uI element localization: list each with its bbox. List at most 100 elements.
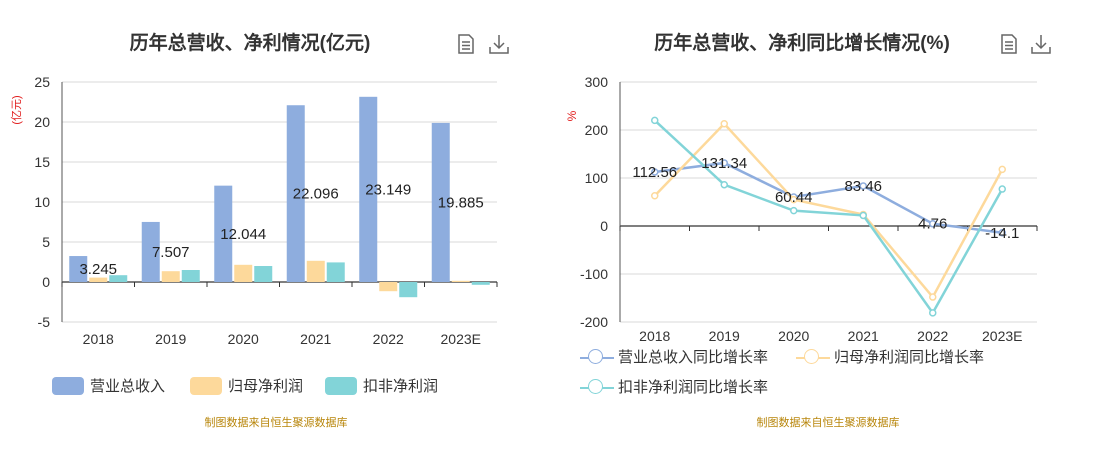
x-tick-label: 2020: [778, 328, 809, 344]
revenue-profit-bar-chart: (亿元) -5 0 5 10 15 20 25 2018 2019 2020 2021 2022 2023…: [10, 74, 498, 347]
data-point: [651, 116, 659, 125]
chart-title: 历年总营收、净利同比增长情况(%): [654, 33, 950, 54]
revenue-profit-panel: 历年总营收、净利情况(亿元) (亿元) -5 0 5 10 15 20 25 2018 2019 2…: [0, 0, 552, 450]
data-label: 3.245: [79, 261, 117, 278]
legend-marker-deducted-profit-growth: [580, 378, 614, 396]
data-point: [720, 180, 728, 189]
data-label: 12.044: [220, 226, 266, 243]
legend-label: 归母净利润: [228, 378, 304, 395]
bar: [214, 185, 233, 282]
data-point: [720, 159, 728, 167]
bar: [141, 221, 160, 282]
download-icon[interactable]: [488, 33, 510, 55]
x-tick-label: 2021: [848, 328, 879, 344]
data-label: 22.096: [293, 186, 339, 203]
x-tick-label: 2019: [155, 331, 186, 347]
document-icon[interactable]: [455, 33, 477, 55]
legend-item-parent-profit[interactable]: 归母净利润: [190, 375, 303, 396]
data-point: [929, 293, 937, 301]
series-line: [653, 121, 1004, 300]
x-tick-label: 2019: [709, 328, 740, 344]
bar: [181, 270, 200, 282]
data-point: [651, 168, 659, 176]
legend-label: 扣非净利润同比增长率: [618, 379, 769, 396]
x-tick-label: 2021: [300, 331, 331, 347]
y-tick-label: 15: [34, 154, 50, 170]
growth-rate-panel: 历年总营收、净利同比增长情况(%) % -200 -100 0 100 200 300 201…: [552, 0, 1104, 450]
data-label: -14.1: [985, 225, 1019, 242]
y-tick-label: 5: [42, 234, 50, 250]
bar: [69, 256, 88, 282]
bar: [359, 96, 378, 282]
series-line: [654, 161, 1003, 235]
data-label: 4.76: [918, 216, 947, 233]
document-icon[interactable]: [998, 33, 1020, 55]
data-point: [929, 219, 937, 228]
data-point: [859, 182, 867, 190]
y-axis-unit-label: %: [565, 110, 579, 121]
data-label: 23.149: [365, 181, 411, 198]
data-point: [790, 206, 798, 215]
data-point: [790, 195, 798, 204]
download-icon[interactable]: [1030, 33, 1052, 55]
data-label: 131.34: [701, 155, 747, 172]
legend-swatch-parent-profit: [190, 376, 222, 395]
bar: [89, 277, 108, 282]
legend-label: 扣非净利润: [363, 378, 439, 395]
y-tick-label: 20: [34, 114, 50, 130]
data-label: 112.56: [632, 164, 677, 181]
y-tick-label: 25: [34, 74, 50, 90]
legend-item-deducted-profit-growth[interactable]: 扣非净利润同比增长率: [580, 376, 768, 397]
x-tick-label: 2022: [373, 331, 404, 347]
legend-label: 营业总收入同比增长率: [618, 349, 769, 366]
y-tick-label: 100: [585, 170, 609, 186]
y-tick-label: -200: [580, 314, 608, 330]
legend-marker-revenue-growth: [580, 348, 614, 366]
y-tick-label: 200: [585, 122, 609, 138]
x-tick-label: 2023E: [441, 331, 481, 347]
legend-label: 营业总收入: [90, 378, 166, 395]
data-label: 19.885: [438, 194, 484, 211]
data-label: 60.44: [775, 189, 813, 206]
bar: [306, 260, 325, 282]
legend-item-deducted-profit[interactable]: 扣非净利润: [325, 375, 438, 396]
legend-swatch-revenue: [52, 376, 84, 395]
data-point: [998, 229, 1006, 237]
series-line: [653, 119, 1004, 316]
x-tick-label: 2018: [83, 331, 114, 347]
data-label: 7.507: [152, 244, 190, 261]
y-tick-label: -5: [38, 314, 51, 330]
data-source-note: 制图数据来自恒生聚源数据库: [204, 417, 348, 429]
data-source-note: 制图数据来自恒生聚源数据库: [756, 417, 900, 429]
data-label: 83.46: [844, 178, 882, 195]
bar: [286, 105, 305, 282]
data-point: [998, 185, 1006, 193]
y-tick-label: 0: [600, 218, 608, 234]
bar: [379, 282, 398, 292]
bar: [161, 271, 180, 282]
legend-label: 归母净利润同比增长率: [834, 349, 985, 366]
x-tick-label: 2018: [639, 328, 670, 344]
bar: [326, 262, 345, 282]
bar: [399, 282, 418, 298]
y-tick-label: 10: [34, 194, 50, 210]
x-tick-label: 2020: [228, 331, 259, 347]
legend-item-revenue-growth[interactable]: 营业总收入同比增长率: [580, 346, 768, 367]
chart-title: 历年总营收、净利情况(亿元): [129, 33, 371, 54]
y-tick-label: -100: [580, 266, 608, 282]
growth-rate-line-chart: % -200 -100 0 100 200 300 2018 2019 2020 2021 2022 2…: [565, 74, 1038, 344]
legend-item-revenue[interactable]: 营业总收入: [52, 375, 165, 396]
bar: [254, 266, 273, 282]
data-point: [651, 192, 659, 200]
data-point: [720, 120, 728, 128]
legend-swatch-deducted-profit: [325, 376, 357, 395]
data-point: [859, 211, 867, 220]
y-axis-unit-label: (亿元): [10, 95, 23, 124]
legend-marker-parent-profit-growth: [796, 348, 830, 366]
y-tick-label: 0: [42, 274, 50, 290]
bar: [431, 122, 450, 282]
bar: [471, 282, 490, 285]
bar: [234, 264, 253, 282]
legend-item-parent-profit-growth[interactable]: 归母净利润同比增长率: [796, 346, 984, 367]
x-tick-label: 2023E: [982, 328, 1022, 344]
